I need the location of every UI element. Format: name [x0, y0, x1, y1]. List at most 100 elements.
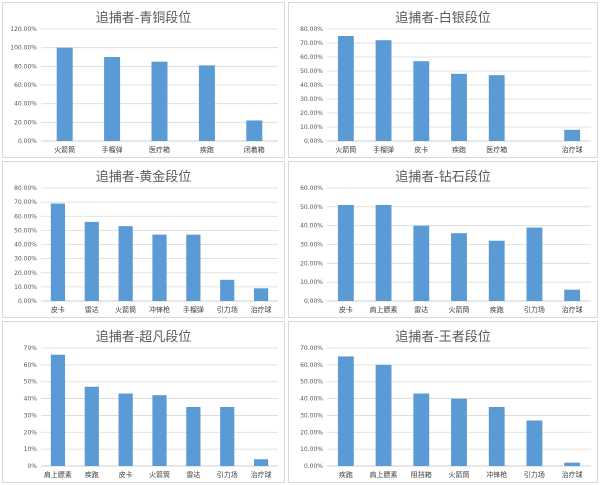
bar-chart-king: 0.00% 10.00% 20.00% 30.00% 40.00% 50.00% 60.00…	[300, 345, 591, 479]
x-tick-label: 治疗球	[562, 305, 583, 314]
y-tick-label: 30.00%	[300, 242, 323, 249]
x-tick-label: 火箭筒	[449, 305, 470, 314]
bar	[118, 226, 133, 301]
x-tick-label: 疾跑	[452, 145, 466, 154]
y-tick-label: 0.00%	[304, 138, 323, 145]
bar	[526, 420, 543, 466]
bar	[186, 234, 201, 301]
bar	[50, 354, 66, 466]
x-tick-label: 皮卡	[339, 305, 353, 314]
bar	[84, 386, 99, 466]
bar	[253, 459, 269, 466]
x-tick-label: 引力场	[217, 470, 238, 479]
x-tick-label: 火箭筒	[54, 145, 75, 154]
x-tick-label: 火箭筒	[449, 470, 470, 479]
chart-title: 追捕者-王者段位	[395, 330, 491, 345]
bar	[118, 393, 133, 466]
bar	[186, 407, 201, 466]
y-tick-label: 40%	[24, 396, 38, 403]
y-tick-label: 20.00%	[14, 270, 37, 277]
x-tick-label: 阻挡箱	[411, 470, 432, 479]
y-tick-label: 20.00%	[300, 260, 323, 267]
bar	[375, 204, 392, 301]
y-tick-label: 30.00%	[14, 256, 37, 263]
y-tick-label: 80.00%	[14, 63, 37, 70]
y-tick-label: 30.00%	[300, 412, 323, 419]
x-tick-label: 雷达	[186, 470, 200, 479]
x-tick-label: 医疗箱	[486, 145, 507, 154]
bar	[220, 407, 235, 466]
x-tick-label: 疾跑	[200, 145, 214, 154]
bar	[375, 40, 392, 142]
chart-title: 追捕者-超凡段位	[95, 330, 192, 345]
bar-chart-bronze: 0.00% 20.00% 40.00% 60.00% 80.00% 100.00% 120.…	[10, 26, 278, 154]
y-tick-label: 40.00%	[300, 82, 323, 89]
y-tick-label: 0.00%	[18, 298, 37, 305]
bar-chart-diamond: 0.00% 10.00% 20.00% 30.00% 40.00% 50.00% 60.00…	[300, 185, 591, 314]
y-tick-label: 40.00%	[300, 223, 323, 230]
x-tick-label: 肩上膘素	[44, 470, 72, 479]
y-tick-label: 50.00%	[300, 204, 323, 211]
chart-title: 追捕者-白银段位	[395, 11, 491, 26]
y-tick-label: 60.00%	[300, 54, 323, 61]
x-tick-label: 治疗球	[251, 470, 272, 479]
y-tick-label: 0.00%	[304, 298, 323, 305]
y-tick-label: 70%	[24, 345, 38, 352]
x-tick-label: 皮卡	[414, 145, 428, 154]
bar	[375, 364, 392, 466]
bar	[337, 36, 354, 141]
y-tick-label: 20%	[24, 429, 38, 436]
x-tick-label: 手榴弹	[373, 145, 394, 154]
x-tick-label: 疾跑	[339, 470, 353, 479]
chart-panel-transcendent: 追捕者-超凡段位 0% 10% 20% 30% 40% 50% 60% 70% 肩上膘素 疾跑 皮卡…	[2, 321, 285, 483]
bar	[253, 288, 269, 301]
bar	[488, 240, 505, 301]
y-tick-label: 0.00%	[18, 138, 37, 145]
x-tick-label: 火箭筒	[335, 145, 356, 154]
bar	[84, 221, 99, 301]
y-tick-label: 10%	[24, 446, 38, 453]
bar	[451, 73, 467, 141]
y-tick-label: 60%	[24, 362, 38, 369]
y-tick-label: 60.00%	[300, 185, 323, 192]
x-tick-label: 手榴弹	[102, 145, 123, 154]
bar	[488, 75, 505, 141]
x-tick-label: 雷达	[414, 305, 428, 314]
y-tick-label: 50.00%	[14, 227, 37, 234]
x-tick-label: 疾跑	[85, 470, 99, 479]
bar	[413, 225, 430, 301]
y-tick-label: 10.00%	[300, 124, 323, 131]
x-tick-label: 引力场	[217, 305, 238, 314]
y-tick-label: 80.00%	[14, 185, 37, 192]
bar	[451, 398, 467, 466]
chart-panel-silver: 追捕者-白银段位 0.00% 10.00% 20.00% 30.00% 40.00% 50…	[288, 2, 598, 158]
y-tick-label: 10.00%	[14, 284, 37, 291]
bar	[246, 120, 263, 141]
bar	[220, 279, 235, 301]
y-tick-label: 60.00%	[14, 82, 37, 89]
y-tick-label: 30.00%	[300, 96, 323, 103]
x-tick-label: 冲锋枪	[149, 305, 170, 314]
y-tick-label: 70.00%	[300, 345, 323, 352]
x-tick-label: 冲锋枪	[486, 470, 507, 479]
chart-title: 追捕者-钻石段位	[395, 170, 491, 185]
bar	[488, 407, 505, 466]
x-tick-label: 火箭筒	[115, 305, 136, 314]
y-tick-label: 20.00%	[300, 110, 323, 117]
y-tick-label: 80.00%	[300, 26, 323, 33]
y-tick-label: 50.00%	[300, 68, 323, 75]
y-tick-label: 40.00%	[14, 242, 37, 249]
y-tick-label: 0%	[27, 463, 37, 470]
x-tick-label: 治疗球	[562, 145, 583, 154]
bar	[564, 129, 581, 141]
bar	[337, 356, 354, 466]
bar	[564, 289, 581, 301]
chart-panel-king: 追捕者-王者段位 0.00% 10.00% 20.00% 30.00% 40.00% 50…	[288, 321, 598, 483]
x-tick-label: 闭着箱	[244, 145, 265, 154]
bar	[151, 61, 168, 141]
y-tick-label: 40.00%	[14, 101, 37, 108]
x-tick-label: 肩上膘素	[370, 305, 398, 314]
bar	[413, 393, 430, 466]
bar	[152, 395, 167, 466]
y-tick-label: 60.00%	[14, 213, 37, 220]
